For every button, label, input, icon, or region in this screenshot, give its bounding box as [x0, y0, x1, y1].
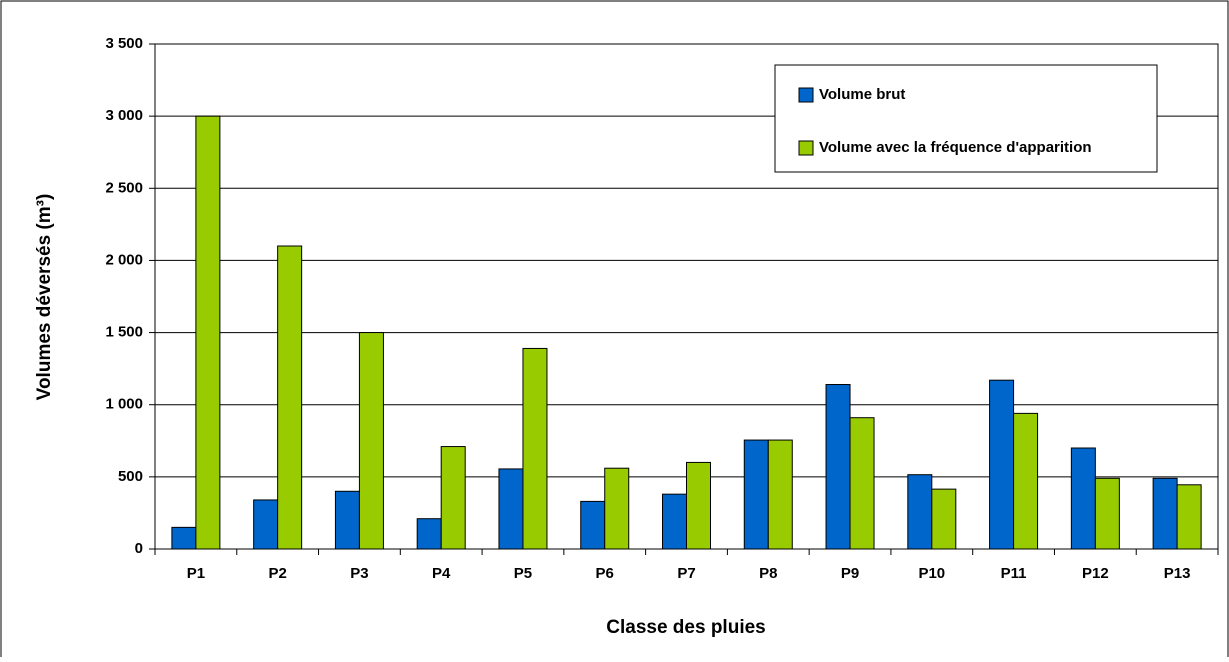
bar [1070, 447, 1096, 550]
bar [277, 245, 303, 550]
y-tick-label: 1 000 [105, 396, 143, 413]
legend-label: Volume brut [819, 86, 905, 103]
y-tick-label: 3 500 [105, 35, 143, 52]
bar [498, 468, 524, 550]
y-axis-title: Volumes déversés (m³) [34, 194, 55, 401]
bar [743, 439, 769, 550]
y-tick-label: 2 000 [105, 251, 143, 268]
x-tick-label: P12 [1082, 565, 1109, 582]
x-tick-label: P4 [432, 565, 451, 582]
y-tick-label: 1 500 [105, 324, 143, 341]
bar [1152, 477, 1178, 550]
bar [1176, 484, 1202, 550]
bar [358, 332, 384, 550]
x-tick-label: P6 [596, 565, 614, 582]
x-tick-label: P11 [1001, 565, 1027, 582]
bar [522, 347, 548, 550]
bar [1094, 477, 1120, 550]
legend-label: Volume avec la fréquence d'apparition [819, 139, 1092, 156]
y-tick-label: 3 000 [105, 107, 143, 124]
x-tick-label: P1 [187, 565, 205, 582]
bar [849, 417, 875, 550]
bar [1013, 412, 1039, 550]
y-tick-label: 0 [135, 540, 143, 557]
x-tick-label: P3 [350, 565, 368, 582]
bar [931, 488, 957, 550]
x-tick-label: P10 [918, 565, 945, 582]
bar [604, 467, 630, 550]
x-tick-label: P7 [677, 565, 695, 582]
bar [195, 115, 221, 550]
bar [989, 379, 1015, 550]
x-tick-label: P9 [841, 565, 859, 582]
bar [171, 526, 197, 550]
bar [825, 384, 851, 550]
bar [440, 446, 466, 550]
x-axis-title: Classe des pluies [606, 617, 765, 638]
legend-box [774, 64, 1158, 173]
bar [416, 518, 442, 550]
bar [662, 493, 687, 550]
x-tick-label: P8 [759, 565, 777, 582]
y-tick-label: 2 500 [105, 179, 143, 196]
bar [686, 461, 711, 550]
bar [767, 439, 793, 550]
y-tick-label: 500 [118, 468, 143, 485]
x-tick-label: P2 [268, 565, 286, 582]
bar [907, 474, 933, 550]
x-tick-label: P13 [1164, 565, 1191, 582]
x-tick-label: P5 [514, 565, 532, 582]
bar [580, 500, 606, 550]
legend-swatch [798, 140, 814, 156]
legend-swatch [798, 87, 814, 103]
bar [253, 499, 279, 550]
bar [334, 490, 360, 550]
